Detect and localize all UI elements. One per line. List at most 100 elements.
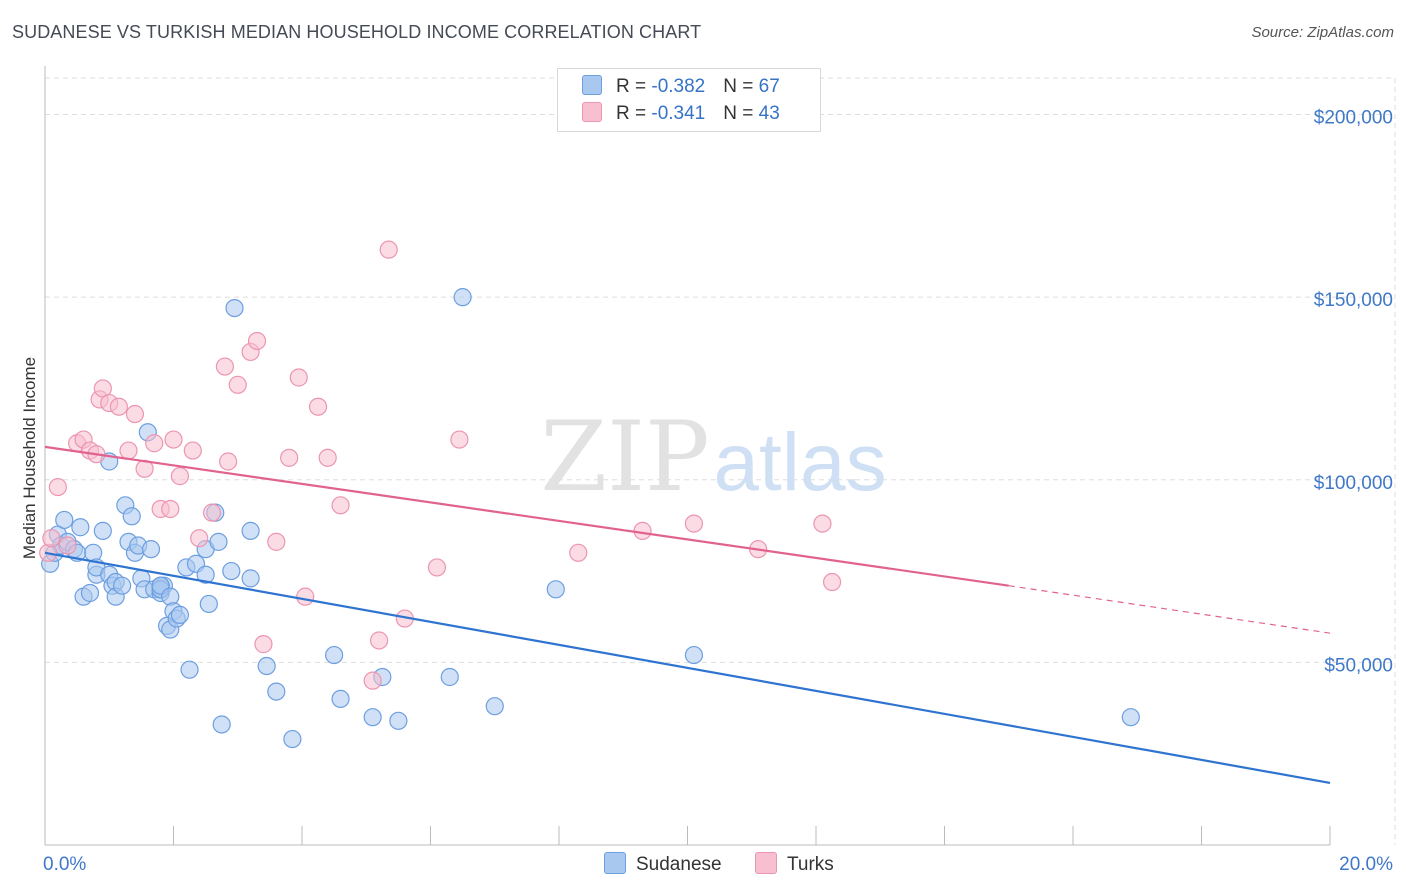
legend-swatch-sudanese [582,75,602,95]
axes [44,66,1331,846]
turks-point [119,441,138,460]
turks-point [170,467,190,486]
data-points [39,240,1140,749]
turks-point [109,397,128,416]
turks-point [48,477,67,497]
turks-point [42,529,61,548]
sudanese-point [170,605,190,625]
sudanese-point [241,521,260,540]
chart-source: Source: ZipAtlas.com [1251,24,1394,41]
legend-r-label: R = [616,103,652,124]
turks-point [379,240,398,259]
legend-r-label: R = [616,76,652,97]
turks-point [161,499,180,519]
sudanese-point [55,510,74,530]
turks-point [450,430,469,449]
bottom-legend-label: Sudanese [636,854,722,875]
y-tick-label: $50,000 [1324,655,1393,676]
legend-n-label: N = [723,103,759,124]
watermark-zip: ZIP [540,401,709,513]
turks-point [202,503,222,522]
y-axis-label: Median Household Income [20,356,39,560]
turks-point [684,514,704,533]
turks-point [183,441,202,460]
bottom-legend-swatch-turks [755,852,777,874]
turks-point [267,532,286,551]
turks-point [289,368,308,387]
turks-point [215,357,234,376]
sudanese-point [80,583,100,603]
turks-point [228,375,247,394]
legend-row-sudanese: R = -0.382 N = 67 [582,75,780,99]
sudanese-point [222,561,241,581]
sudanese-point [225,299,244,318]
bottom-legend-turks: Turks [755,852,834,876]
sudanese-point [363,708,382,727]
sudanese-point [453,288,472,307]
y-tick-label: $100,000 [1314,473,1393,494]
watermark: ZIP atlas [540,401,886,513]
sudanese-point [485,697,504,716]
sudanese-point [546,580,565,599]
turks-point [280,448,299,467]
sudanese-point [199,594,218,614]
legend-r-value: -0.382 [651,76,706,97]
turks-point [58,536,77,555]
sudanese-trend-line [44,551,1331,784]
legend-r-value: -0.341 [651,103,706,124]
turks-point [296,587,315,606]
turks-point [190,529,209,548]
turks-trend-line [44,445,1009,587]
sudanese-point [93,521,112,540]
bottom-legend-swatch-sudanese [604,852,626,874]
sudanese-point [267,682,286,701]
turks-trend-line-extension [1008,585,1331,634]
turks-point [254,635,273,654]
tick-labels: $50,000 $100,000 $150,000 $200,000 0.0% 20.0% [43,108,1393,875]
sudanese-point [241,569,260,588]
sudanese-point [196,565,215,584]
turks-point [145,434,164,453]
sudanese-point [112,576,132,595]
sudanese-point [325,645,344,665]
legend-swatch-turks [582,102,602,122]
sudanese-point [212,715,231,734]
sudanese-point [283,729,302,749]
legend-n-label: N = [723,76,759,97]
sudanese-point [389,711,408,730]
chart-title: SUDANESE VS TURKISH MEDIAN HOUSEHOLD INC… [12,22,702,42]
turks-point [427,558,447,577]
y-tick-label: $200,000 [1314,108,1393,129]
turks-point [318,448,337,467]
turks-point [308,397,328,416]
turks-point [370,631,389,650]
turks-point [125,404,145,424]
turks-point [363,671,382,690]
sudanese-point [257,656,276,676]
y-tick-label: $150,000 [1314,290,1393,311]
turks-point [633,521,652,540]
watermark-atlas: atlas [713,417,886,508]
sudanese-point [331,689,350,709]
turks-point [247,331,267,351]
legend-n-value: 43 [758,103,780,124]
sudanese-point [440,667,459,687]
sudanese-point [141,540,161,559]
turks-point [813,514,832,533]
legend-n-value: 67 [758,76,780,97]
turks-point [331,496,350,515]
trend-lines [44,445,1331,784]
bottom-legend-label: Turks [787,854,834,875]
sudanese-point [1121,708,1140,727]
turks-point [569,543,588,562]
legend-row-turks: R = -0.341 N = 43 [582,102,780,126]
sudanese-point [209,532,228,551]
sudanese-point [122,507,141,526]
legend-box: R = -0.382 N = 67 R = -0.341 N = 43 [557,68,821,132]
turks-point [164,430,183,449]
sudanese-point [684,645,704,665]
turks-point [219,452,238,471]
bottom-legend-sudanese: Sudanese [604,852,722,876]
sudanese-point [180,660,199,679]
